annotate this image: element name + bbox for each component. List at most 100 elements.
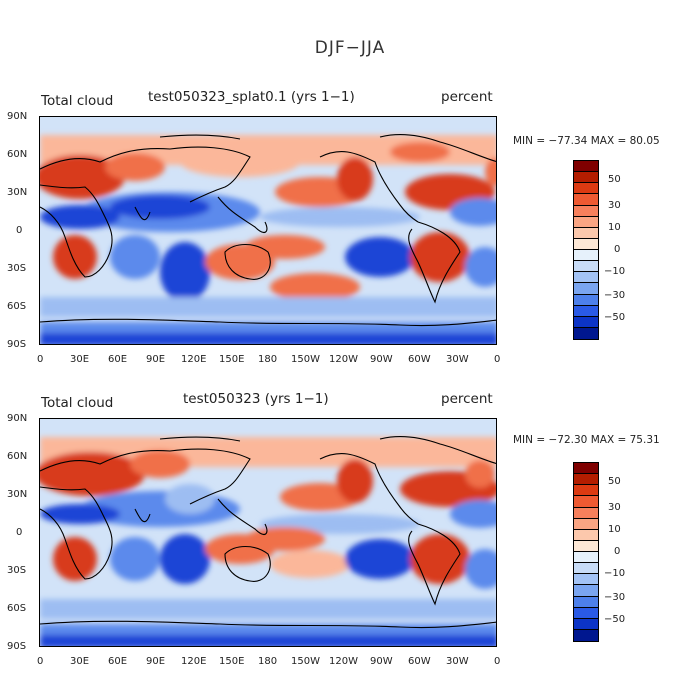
colorbar-swatch: [574, 629, 598, 641]
panel-2-lon-tick: 120E: [181, 656, 207, 667]
colorbar-swatch: [574, 607, 598, 619]
panel-1-lat-tick: 0: [16, 225, 23, 236]
panel-1-lon-tick: 90W: [370, 354, 393, 365]
panel-2-map: [39, 418, 497, 647]
colorbar-swatch: [574, 316, 598, 328]
colorbar-swatch: [574, 205, 598, 217]
colorbar-swatch: [574, 474, 598, 486]
colorbar-swatch: [574, 272, 598, 284]
panel-2-units: percent: [441, 391, 493, 407]
colorbar-swatch: [574, 463, 598, 475]
panel-2-lat-tick: 90N: [7, 413, 28, 424]
colorbar-swatch: [574, 305, 598, 317]
anomaly-field: [40, 135, 496, 344]
colorbar-label: −50: [604, 312, 626, 323]
panel-1-lon-tick: 90E: [146, 354, 166, 365]
colorbar-swatch: [574, 618, 598, 630]
panel-2-lat-tick: 30S: [7, 565, 27, 576]
panel-2-lat-tick: 60S: [7, 603, 27, 614]
panel-2-stats: MIN = −72.30 MAX = 75.31: [513, 434, 660, 446]
panel-1-lon-tick: 60W: [408, 354, 431, 365]
colorbar-swatch: [574, 518, 598, 530]
panel-2-lon-tick: 90E: [146, 656, 166, 667]
colorbar-swatch: [574, 529, 598, 541]
colorbar-label: −10: [604, 266, 626, 277]
colorbar-swatch: [574, 216, 598, 228]
colorbar-label: 50: [608, 174, 621, 185]
colorbar-swatch: [574, 194, 598, 206]
colorbar-label: 0: [614, 546, 621, 557]
colorbar-swatch: [574, 238, 598, 250]
panel-1-lat-tick: 60N: [7, 149, 28, 160]
panel-2-variable: Total cloud: [41, 395, 114, 411]
colorbar-swatch: [574, 283, 598, 295]
panel-2-lon-tick: 60W: [408, 656, 431, 667]
colorbar-swatch: [574, 552, 598, 564]
panel-2-lat-tick: 30N: [7, 489, 28, 500]
panel-2-lon-tick: 90W: [370, 656, 393, 667]
panel-1-lon-tick: 180: [258, 354, 278, 365]
colorbar-label: 30: [608, 200, 621, 211]
panel-2-lat-tick: 0: [16, 527, 23, 538]
colorbar-swatch: [574, 563, 598, 575]
panel-1-colorbar: [573, 160, 599, 340]
panel-2-case: test050323 (yrs 1−1): [183, 391, 329, 407]
panel-2-lon-tick: 180: [258, 656, 278, 667]
panel-1-lon-tick: 150E: [219, 354, 245, 365]
colorbar-swatch: [574, 596, 598, 608]
panel-2-colorbar: [573, 462, 599, 642]
panel-1-lon-tick: 30W: [446, 354, 469, 365]
colorbar-label: −30: [604, 592, 626, 603]
panel-1-units: percent: [441, 89, 493, 105]
colorbar-swatch: [574, 172, 598, 184]
panel-2-lon-tick: 30W: [446, 656, 469, 667]
panel-1-variable: Total cloud: [41, 93, 114, 109]
panel-1-lon-tick: 0: [494, 354, 501, 365]
colorbar-label: 10: [608, 222, 621, 233]
colorbar-swatch: [574, 485, 598, 497]
colorbar-label: 50: [608, 476, 621, 487]
panel-1-lon-tick: 0: [37, 354, 44, 365]
panel-1-lon-tick: 30E: [70, 354, 90, 365]
colorbar-swatch: [574, 227, 598, 239]
panel-1-map: [39, 116, 497, 345]
coastlines: [40, 133, 496, 327]
panel-1-lat-tick: 60S: [7, 301, 27, 312]
colorbar-swatch: [574, 294, 598, 306]
colorbar-swatch: [574, 183, 598, 195]
colorbar-swatch: [574, 261, 598, 273]
panel-1-lat-tick: 90S: [7, 339, 27, 350]
colorbar-swatch: [574, 585, 598, 597]
panel-1-lon-tick: 60E: [108, 354, 128, 365]
panel-2-lon-tick: 0: [37, 656, 44, 667]
colorbar-swatch: [574, 540, 598, 552]
colorbar-label: 0: [614, 244, 621, 255]
panel-1-lon-tick: 120W: [329, 354, 358, 365]
figure-title: DJF−JJA: [314, 38, 386, 58]
panel-2-lon-tick: 150W: [291, 656, 320, 667]
panel-1-lat-tick: 30N: [7, 187, 28, 198]
colorbar-swatch: [574, 250, 598, 262]
colorbar-swatch: [574, 507, 598, 519]
panel-1-lat-tick: 90N: [7, 111, 28, 122]
panel-2-lon-tick: 30E: [70, 656, 90, 667]
colorbar-label: −10: [604, 568, 626, 579]
colorbar-swatch: [574, 496, 598, 508]
panel-1-stats: MIN = −77.34 MAX = 80.05: [513, 135, 660, 147]
colorbar-swatch: [574, 574, 598, 586]
panel-2-lon-tick: 150E: [219, 656, 245, 667]
panel-1-case: test050323_splat0.1 (yrs 1−1): [148, 89, 355, 105]
anomaly-field: [40, 437, 496, 646]
colorbar-label: −50: [604, 614, 626, 625]
panel-2-lon-tick: 0: [494, 656, 501, 667]
colorbar-label: 30: [608, 502, 621, 513]
panel-1-lon-tick: 120E: [181, 354, 207, 365]
coastlines: [40, 435, 496, 629]
panel-2-lat-tick: 90S: [7, 641, 27, 652]
colorbar-label: 10: [608, 524, 621, 535]
colorbar-swatch: [574, 161, 598, 173]
panel-2-lat-tick: 60N: [7, 451, 28, 462]
panel-2-lon-tick: 120W: [329, 656, 358, 667]
colorbar-label: −30: [604, 290, 626, 301]
panel-1-lon-tick: 150W: [291, 354, 320, 365]
